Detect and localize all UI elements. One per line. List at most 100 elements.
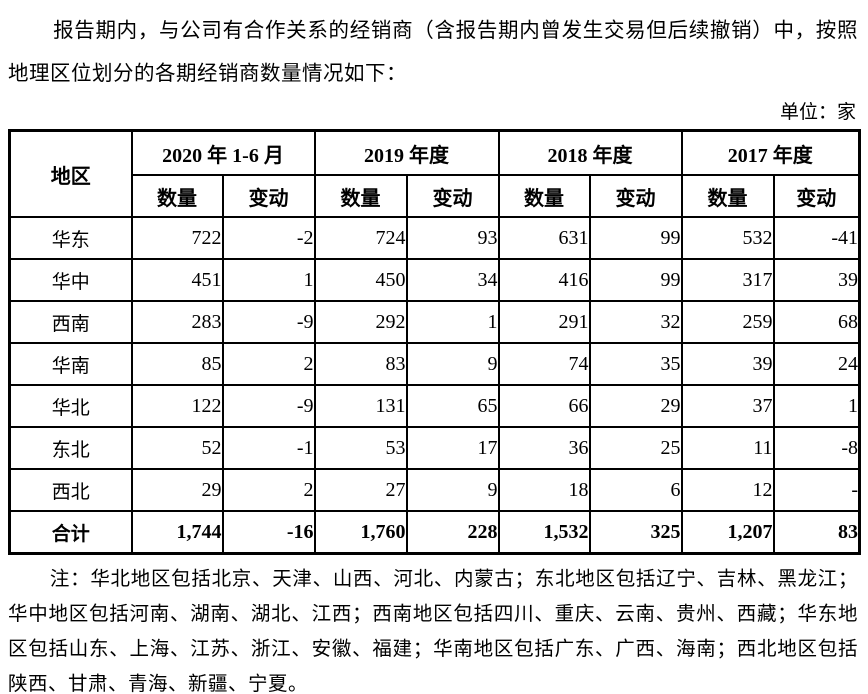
value-cell: 32	[588, 300, 683, 344]
value-cell: 416	[497, 258, 591, 302]
region-cell: 华北	[8, 384, 133, 428]
value-cell: 122	[130, 384, 224, 428]
footnote-paragraph: 注：华北地区包括北京、天津、山西、河北、内蒙古；东北地区包括辽宁、吉林、黑龙江；…	[8, 569, 858, 694]
value-cell: 99	[588, 258, 683, 302]
table-row-huazhong: 华中 451 1 450 34 416 99 317 39	[8, 258, 861, 302]
region-column-header: 地区	[8, 129, 133, 218]
value-cell: 52	[130, 426, 224, 470]
value-cell: 17	[405, 426, 500, 470]
table-row-xibei: 西北 29 2 27 9 18 6 12 -	[8, 468, 861, 512]
value-cell: 724	[313, 216, 408, 260]
value-cell: 68	[772, 300, 861, 344]
value-cell: 1	[221, 258, 316, 302]
total-value-cell: 228	[405, 510, 500, 555]
value-cell: 259	[680, 300, 775, 344]
intro-paragraph: 报告期内，与公司有合作关系的经销商（含报告期内曾发生交易但后续撤销）中，按照地理…	[8, 20, 858, 85]
value-cell: 27	[313, 468, 408, 512]
value-cell: 11	[680, 426, 775, 470]
qty-header: 数量	[497, 174, 591, 218]
value-cell: 450	[313, 258, 408, 302]
table-row-huabei: 华北 122 -9 131 65 66 29 37 1	[8, 384, 861, 428]
value-cell: 2	[221, 342, 316, 386]
value-cell: 53	[313, 426, 408, 470]
value-cell: 74	[497, 342, 591, 386]
value-cell: 451	[130, 258, 224, 302]
total-label-cell: 合计	[8, 510, 133, 555]
value-cell: 34	[405, 258, 500, 302]
value-cell: 65	[405, 384, 500, 428]
value-cell: 131	[313, 384, 408, 428]
period-header-2019: 2019 年度	[313, 129, 500, 176]
value-cell: 35	[588, 342, 683, 386]
change-header: 变动	[221, 174, 316, 218]
header-row-measures: 数量 变动 数量 变动 数量 变动 数量 变动	[10, 174, 861, 218]
value-cell: 29	[588, 384, 683, 428]
value-cell: 291	[497, 300, 591, 344]
value-cell: 1	[405, 300, 500, 344]
value-cell: 1	[772, 384, 861, 428]
table-row-huadong: 华东 722 -2 724 93 631 99 532 -41	[8, 216, 861, 260]
change-header: 变动	[405, 174, 500, 218]
value-cell: 292	[313, 300, 408, 344]
qty-header: 数量	[130, 174, 224, 218]
value-cell: -2	[221, 216, 316, 260]
value-cell: -41	[772, 216, 861, 260]
change-header: 变动	[588, 174, 683, 218]
value-cell: 9	[405, 468, 500, 512]
region-cell: 西北	[8, 468, 133, 512]
region-cell: 东北	[8, 426, 133, 470]
value-cell: 36	[497, 426, 591, 470]
value-cell: -	[772, 468, 861, 512]
value-cell: 85	[130, 342, 224, 386]
value-cell: -8	[772, 426, 861, 470]
value-cell: 99	[588, 216, 683, 260]
region-cell: 华东	[8, 216, 133, 260]
value-cell: 25	[588, 426, 683, 470]
value-cell: -1	[221, 426, 316, 470]
qty-header: 数量	[680, 174, 775, 218]
total-value-cell: 83	[772, 510, 861, 555]
table-row-xinan: 西南 283 -9 292 1 291 32 259 68	[8, 300, 861, 344]
table-row-dongbei: 东北 52 -1 53 17 36 25 11 -8	[8, 426, 861, 470]
total-value-cell: -16	[221, 510, 316, 555]
value-cell: 9	[405, 342, 500, 386]
total-value-cell: 1,532	[497, 510, 591, 555]
value-cell: 12	[680, 468, 775, 512]
region-cell: 西南	[8, 300, 133, 344]
period-header-2020: 2020 年 1-6 月	[130, 129, 316, 176]
period-header-2017: 2017 年度	[680, 129, 861, 176]
value-cell: 83	[313, 342, 408, 386]
value-cell: 283	[130, 300, 224, 344]
total-value-cell: 1,744	[130, 510, 224, 555]
value-cell: 24	[772, 342, 861, 386]
change-header: 变动	[772, 174, 861, 218]
value-cell: 631	[497, 216, 591, 260]
value-cell: -9	[221, 300, 316, 344]
value-cell: 6	[588, 468, 683, 512]
value-cell: -9	[221, 384, 316, 428]
table-row-total: 合计 1,744 -16 1,760 228 1,532 325 1,207 8…	[8, 510, 861, 555]
value-cell: 93	[405, 216, 500, 260]
value-cell: 18	[497, 468, 591, 512]
distributor-count-table: 地区 2020 年 1-6 月 2019 年度 2018 年度 2017 年度 …	[8, 129, 862, 555]
unit-label: 单位：家	[779, 102, 856, 123]
total-value-cell: 1,207	[680, 510, 775, 555]
value-cell: 37	[680, 384, 775, 428]
qty-header: 数量	[313, 174, 408, 218]
value-cell: 39	[772, 258, 861, 302]
value-cell: 722	[130, 216, 224, 260]
value-cell: 66	[497, 384, 591, 428]
table-row-huanan: 华南 85 2 83 9 74 35 39 24	[8, 342, 861, 386]
value-cell: 532	[680, 216, 775, 260]
region-cell: 华中	[8, 258, 133, 302]
total-value-cell: 1,760	[313, 510, 408, 555]
value-cell: 317	[680, 258, 775, 302]
period-header-2018: 2018 年度	[497, 129, 683, 176]
total-value-cell: 325	[588, 510, 683, 555]
value-cell: 2	[221, 468, 316, 512]
value-cell: 29	[130, 468, 224, 512]
region-cell: 华南	[8, 342, 133, 386]
value-cell: 39	[680, 342, 775, 386]
header-row-periods: 地区 2020 年 1-6 月 2019 年度 2018 年度 2017 年度	[8, 129, 861, 218]
